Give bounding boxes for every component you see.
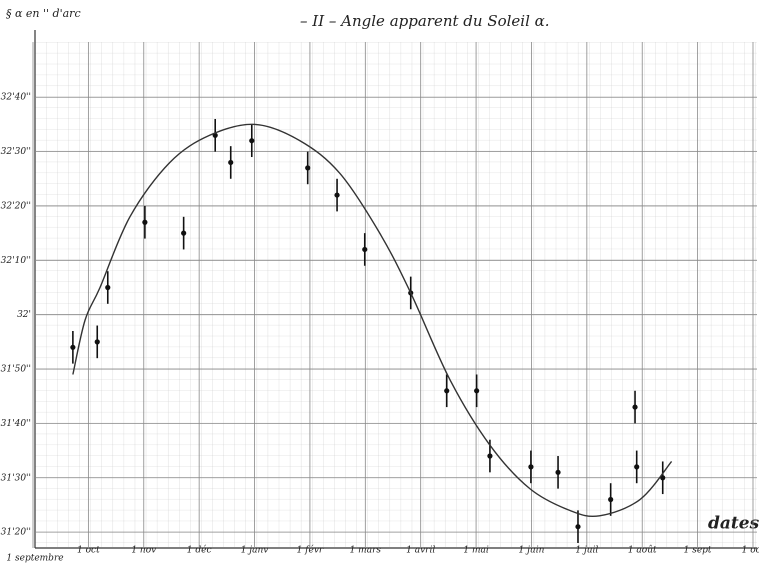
y-axis-label: § α en '' d'arc xyxy=(6,7,81,20)
data-point xyxy=(575,524,581,530)
x-tick-label: 1 janv xyxy=(241,546,269,556)
data-point xyxy=(94,339,100,345)
data-point xyxy=(660,475,666,481)
x-tick-label: 1 août xyxy=(628,545,657,556)
x-tick-label: 1 juil xyxy=(575,546,598,556)
x-tick-label: 1 oct xyxy=(77,546,100,556)
x-tick-label: 1 févr xyxy=(297,545,324,556)
data-point xyxy=(305,165,311,171)
y-tick-label: 31'50'' xyxy=(1,365,31,375)
data-point xyxy=(608,496,614,503)
graph-paper xyxy=(35,42,757,547)
data-point xyxy=(555,469,561,475)
y-tick-label: 32'30'' xyxy=(1,147,31,157)
x-tick-label: 1 septembre xyxy=(6,554,63,564)
y-tick-label: 32'40'' xyxy=(1,93,31,103)
chart-title: – II – Angle apparent du Soleil α. xyxy=(300,12,550,30)
data-point xyxy=(181,230,187,236)
x-tick-label: 1 nov xyxy=(131,546,156,556)
fit-curve xyxy=(72,123,673,518)
data-point xyxy=(474,388,480,394)
x-tick-label: 1 juin xyxy=(519,546,545,556)
y-tick-label: 32'20'' xyxy=(1,201,31,211)
x-tick-label: 1 déc xyxy=(187,545,212,556)
x-tick-label: 1 mai xyxy=(463,546,488,556)
y-tick-label: 31'20'' xyxy=(1,528,31,538)
y-tick-label: 31'40'' xyxy=(1,419,31,429)
x-axis-label: dates xyxy=(708,514,759,534)
data-point xyxy=(528,464,534,470)
y-tick-label: 32' xyxy=(17,310,31,320)
data-point xyxy=(632,404,638,410)
data-point xyxy=(70,344,76,350)
data-point xyxy=(105,284,111,291)
data-point xyxy=(249,138,255,144)
x-tick-label: 1 mars xyxy=(350,546,382,556)
y-tick-label: 31'30'' xyxy=(1,473,31,483)
data-point xyxy=(634,464,640,470)
data-point xyxy=(487,453,493,459)
x-tick-label: 1 sept xyxy=(684,546,712,556)
x-tick-label: 1 avril xyxy=(406,546,435,556)
data-point xyxy=(228,159,234,166)
data-point xyxy=(334,192,340,198)
data-point xyxy=(362,246,368,253)
y-tick-label: 32'10'' xyxy=(1,256,31,266)
x-tick-label: 1 oct xyxy=(742,546,759,556)
data-point xyxy=(444,388,450,394)
data-point xyxy=(142,219,148,225)
